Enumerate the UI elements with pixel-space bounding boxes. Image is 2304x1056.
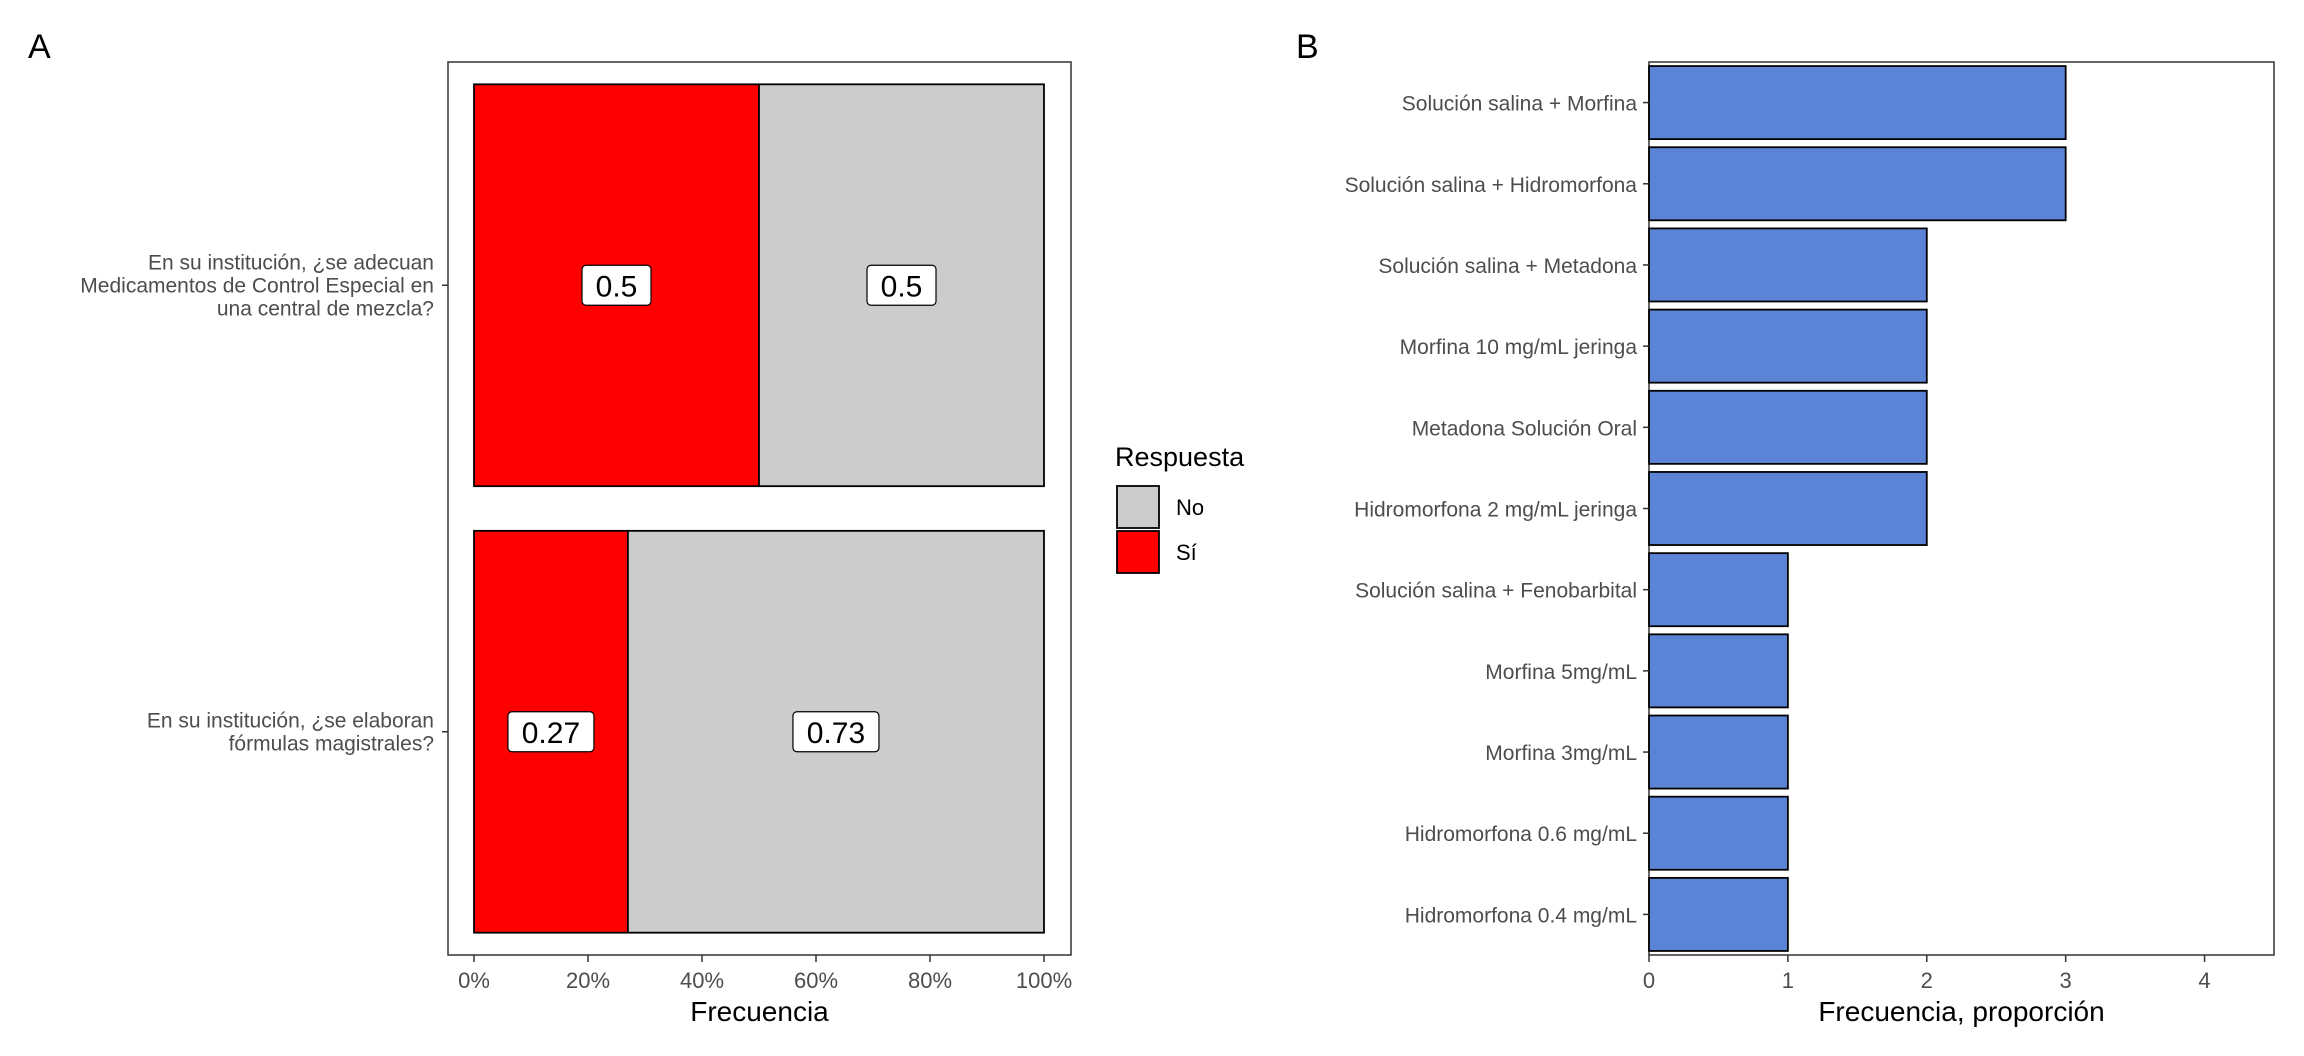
panel-b: B Solución salina + Morfina Solución salin… — [1296, 28, 2275, 1027]
bar — [1648, 65, 2067, 141]
x-tick-label: 2 — [1921, 968, 1933, 993]
y-tick-label: Metadona Solución Oral — [1412, 417, 1637, 440]
y-tick-label: En su institución, ¿se elaboran fórmulas … — [147, 709, 434, 755]
x-tick-label: 1 — [1782, 968, 1794, 993]
bar — [1648, 389, 1928, 465]
svg-text:0.27: 0.27 — [522, 717, 580, 750]
data-label: 0.73 — [792, 711, 880, 753]
svg-text:0.5: 0.5 — [881, 270, 923, 303]
x-tick-label: 0% — [458, 968, 490, 993]
y-tick-label: Solución salina + Morfina — [1402, 93, 1638, 116]
data-label: 0.27 — [507, 711, 595, 753]
x-tick-label: 4 — [2198, 968, 2210, 993]
legend-item: Sí — [1116, 530, 1197, 574]
bar — [1648, 714, 1789, 790]
x-axis-title: Frecuencia — [690, 996, 829, 1027]
x-axis-title: Frecuencia, proporción — [1818, 996, 2104, 1027]
legend-item: No — [1116, 485, 1204, 529]
bar — [1648, 633, 1789, 709]
legend-swatch — [1116, 530, 1160, 574]
bar — [1648, 876, 1789, 952]
data-label: 0.5 — [866, 264, 937, 306]
bar — [1648, 146, 2067, 222]
x-tick-label: 40% — [680, 968, 724, 993]
x-tick-label: 0 — [1643, 968, 1655, 993]
legend-title: Respuesta — [1115, 442, 1245, 472]
y-tick-label: Morfina 10 mg/mL jeringa — [1400, 336, 1638, 359]
y-tick-label: Solución salina + Hidromorfona — [1345, 174, 1638, 197]
x-tick-label: 100% — [1016, 968, 1072, 993]
bar — [1648, 471, 1928, 546]
panel-tag: A — [28, 28, 51, 66]
legend: Respuesta No Sí — [1115, 442, 1245, 574]
bar — [1648, 227, 1928, 303]
bar — [1648, 795, 1789, 871]
legend-swatch — [1116, 485, 1160, 529]
y-tick-label: Hidromorfona 0.4 mg/mL — [1405, 904, 1637, 927]
x-tick-label: 20% — [566, 968, 610, 993]
panel-a: A 0.5 0.5 En su institución, ¿se adecuan Med… — [28, 28, 1072, 1027]
bar — [1648, 552, 1789, 628]
legend-label: Sí — [1176, 540, 1197, 565]
y-tick-label: Morfina 5mg/mL — [1485, 661, 1637, 684]
svg-text:0.5: 0.5 — [596, 270, 638, 303]
panel-tag: B — [1296, 28, 1319, 66]
bar — [1648, 308, 1928, 384]
y-tick-label: Morfina 3mg/mL — [1485, 742, 1637, 765]
x-tick-label: 60% — [794, 968, 838, 993]
y-tick-label: Hidromorfona 0.6 mg/mL — [1405, 823, 1637, 846]
data-label: 0.5 — [581, 264, 652, 306]
y-tick-label: En su institución, ¿se adecuan Medicament… — [80, 251, 434, 320]
y-tick-label: Solución salina + Fenobarbital — [1355, 580, 1637, 603]
x-tick-label: 80% — [908, 968, 952, 993]
legend-label: No — [1176, 495, 1204, 520]
y-tick-label: Solución salina + Metadona — [1378, 255, 1637, 278]
bar-segment-si-0 — [473, 83, 760, 488]
svg-text:0.73: 0.73 — [807, 717, 865, 750]
panel-border — [447, 61, 1072, 956]
x-tick-label: 3 — [2060, 968, 2072, 993]
y-tick-label: Hidromorfona 2 mg/mL jeringa — [1354, 499, 1637, 522]
